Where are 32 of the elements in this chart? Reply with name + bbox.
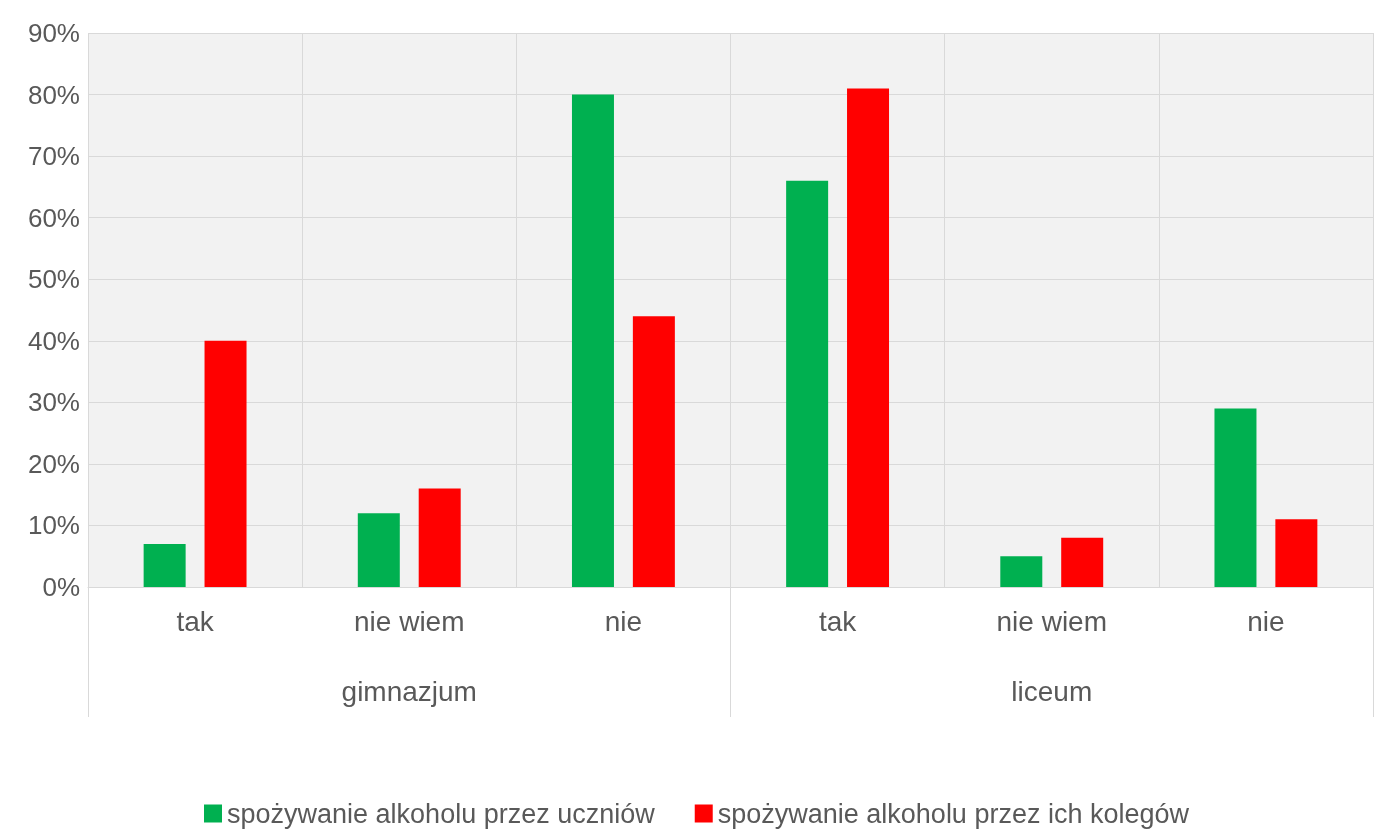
bar [418, 488, 461, 587]
bar [1000, 556, 1043, 587]
bar [204, 340, 247, 587]
y-tick-label: 50% [27, 264, 80, 295]
bar [847, 88, 890, 587]
x-tick-label: tak [818, 605, 858, 637]
x-tick-label: nie [1247, 605, 1285, 637]
x-tick-label: nie wiem [354, 605, 465, 637]
text: liceum [1011, 675, 1093, 707]
x-tick-label: tak [176, 605, 215, 637]
bar [1061, 537, 1104, 587]
y-tick-label: 80% [27, 79, 80, 110]
y-tick-label: 70% [27, 141, 80, 172]
bar [571, 94, 614, 587]
y-tick-label: 20% [27, 448, 80, 479]
y-tick-label: 90% [27, 18, 80, 48]
bar [632, 316, 675, 587]
x-tick-label: nie wiem [996, 605, 1107, 637]
bar [1214, 408, 1257, 587]
y-tick-label: 10% [27, 510, 80, 541]
bar [357, 513, 400, 587]
bar [786, 180, 829, 587]
x-tick-label: nie [604, 605, 643, 637]
text: gimnazjum [341, 675, 477, 707]
y-tick-label: 30% [27, 387, 80, 418]
bar [1275, 519, 1318, 587]
legend-label: spożywanie alkoholu przez uczniów [227, 798, 656, 829]
legend-label: spożywanie alkoholu przez ich kolegów [717, 798, 1190, 829]
y-tick-label: 40% [27, 325, 80, 356]
y-tick-label: 0% [42, 572, 80, 602]
y-tick-label: 60% [27, 202, 80, 233]
bar [143, 543, 186, 587]
